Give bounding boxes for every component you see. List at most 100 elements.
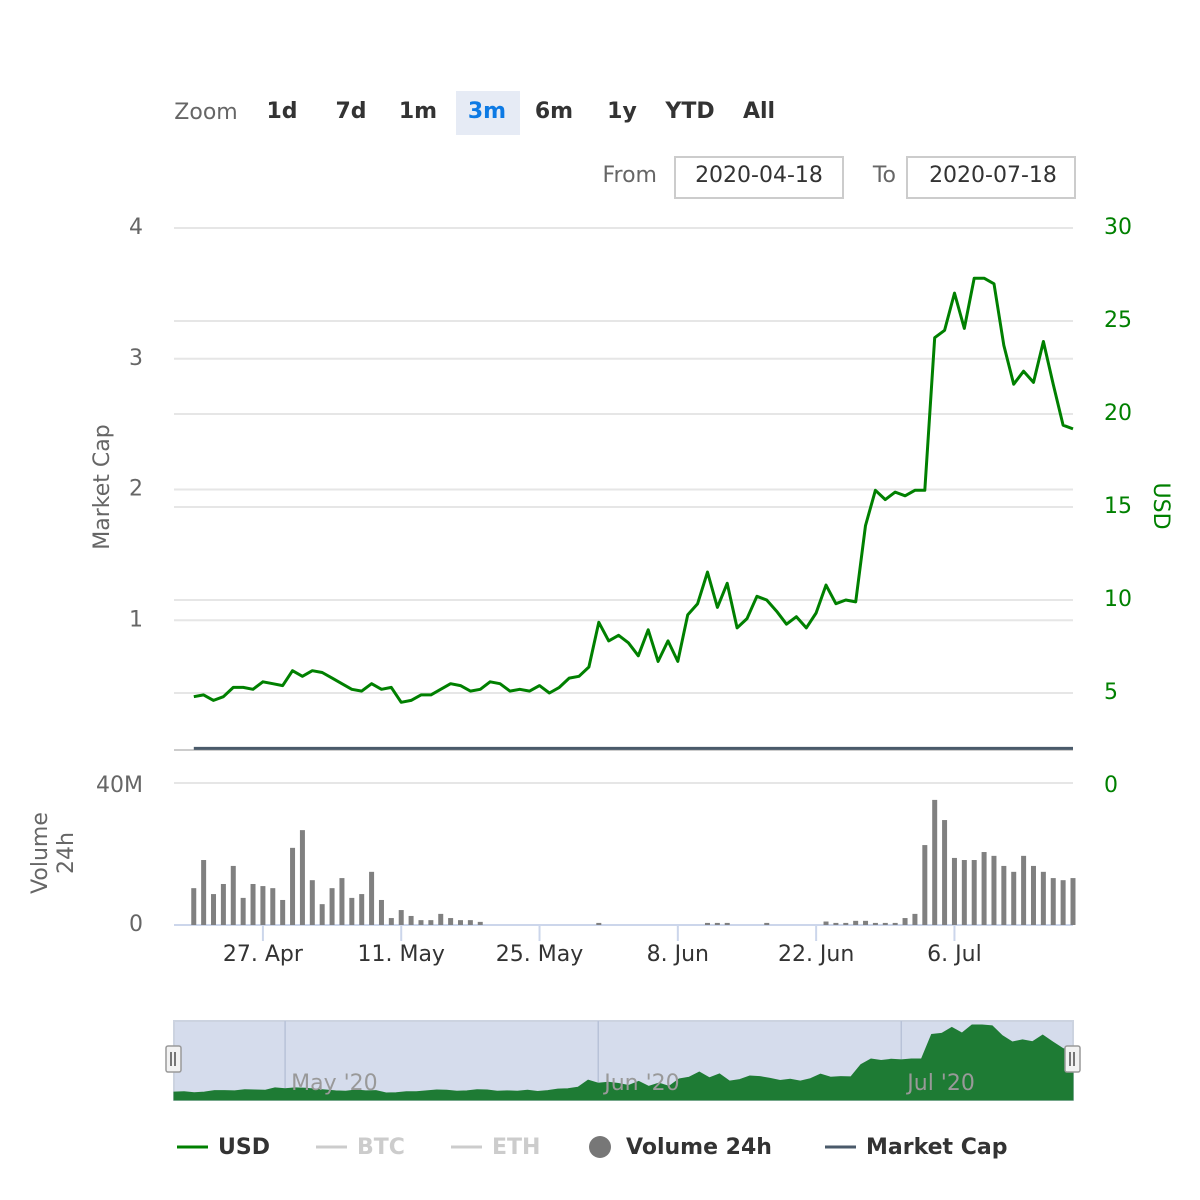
to-label: To	[872, 163, 896, 188]
y-tick-label: 1	[129, 607, 143, 632]
volume-bar	[1011, 871, 1017, 925]
y2-axis-title: USD	[1148, 482, 1173, 529]
zoom-button[interactable]: 1d	[266, 99, 297, 124]
x-tick-label: 25. May	[496, 942, 583, 967]
y3-tick-label: 40M	[96, 773, 143, 798]
volume-bar	[892, 922, 898, 925]
legend-label[interactable]: ETH	[492, 1135, 540, 1160]
volume-bar	[932, 799, 938, 925]
volume-bar	[872, 922, 878, 925]
zoom-button[interactable]: All	[743, 99, 775, 124]
zoom-label: Zoom	[174, 100, 237, 125]
y2-tick-label: 20	[1104, 401, 1132, 426]
volume-bar	[467, 920, 473, 925]
zoom-button[interactable]: 7d	[335, 99, 366, 124]
zoom-button[interactable]: 6m	[535, 99, 573, 124]
y3-axis-title-group: Volume 24h	[28, 812, 79, 894]
volume-bar	[1060, 880, 1066, 925]
volume-bar	[991, 855, 997, 925]
volume-bar	[1001, 865, 1007, 925]
y3-axis-title: Volume 24h	[28, 812, 79, 894]
volume-bar	[388, 918, 394, 925]
volume-bar	[981, 852, 987, 925]
volume-bar	[833, 922, 839, 925]
from-input[interactable]	[674, 156, 844, 199]
y-axis-title: Market Cap	[90, 424, 115, 549]
volume-bar	[369, 871, 375, 925]
y2-tick-label: 10	[1104, 587, 1132, 612]
volume-bar	[329, 888, 335, 925]
volume-bar	[912, 913, 918, 925]
x-tick-label: 8. Jun	[647, 942, 709, 967]
navigator-label: May '20	[291, 1071, 378, 1096]
volume-bar	[299, 830, 305, 925]
volume-bar	[1070, 878, 1076, 925]
volume-bar	[378, 899, 384, 925]
volume-bar	[319, 904, 325, 925]
y-tick-label: 4	[129, 215, 143, 240]
volume-bar	[1050, 878, 1056, 925]
volume-bar	[724, 922, 730, 925]
volume-bar	[240, 897, 246, 925]
legend-symbol[interactable]	[589, 1136, 611, 1158]
volume-bar	[448, 918, 454, 925]
navigator-handle[interactable]	[1064, 1045, 1081, 1073]
volume-bar	[309, 880, 315, 925]
volume-bar	[951, 857, 957, 925]
x-tick-label: 27. Apr	[223, 942, 304, 967]
navigator-handle[interactable]	[165, 1045, 182, 1073]
legend-label[interactable]: USD	[218, 1135, 270, 1160]
volume-bar	[260, 886, 266, 925]
volume-bar	[902, 918, 908, 925]
volume-bar	[398, 910, 404, 925]
to-value[interactable]: 2020-07-18	[929, 163, 1057, 188]
from-value[interactable]: 2020-04-18	[695, 163, 823, 188]
volume-bar	[704, 922, 710, 925]
zoom-button-selected-bg[interactable]	[456, 91, 520, 135]
from-label: From	[602, 163, 657, 188]
volume-bar	[359, 894, 365, 925]
volume-bar	[438, 913, 444, 925]
y3-tick-label: 0	[129, 912, 143, 937]
volume-bar	[942, 820, 948, 925]
y2-tick-label: 0	[1104, 773, 1118, 798]
navigator-area	[173, 1024, 1074, 1101]
volume-bar	[280, 899, 286, 925]
zoom-button[interactable]: YTD	[664, 99, 714, 124]
volume-bar	[1030, 865, 1036, 925]
zoom-button[interactable]: 3m	[468, 99, 506, 124]
y-tick-label: 3	[129, 346, 143, 371]
volume-bar	[230, 865, 236, 925]
x-tick-label: 11. May	[357, 942, 444, 967]
legend-label[interactable]: Volume 24h	[626, 1135, 772, 1160]
zoom-button[interactable]: 1y	[607, 99, 637, 124]
volume-bar	[408, 915, 414, 925]
navigator-label: Jul '20	[905, 1071, 975, 1096]
volume-bar	[843, 922, 849, 925]
volume-bar	[191, 888, 197, 925]
x-tick-label: 6. Jul	[927, 942, 982, 967]
volume-bar	[596, 922, 602, 925]
volume-bar	[1021, 855, 1027, 925]
volume-bar	[714, 922, 720, 925]
volume-bar	[971, 860, 977, 925]
x-tick-label: 22. Jun	[778, 942, 854, 967]
volume-bar	[823, 921, 829, 925]
volume-bar	[220, 883, 226, 925]
volume-bar	[201, 860, 207, 925]
legend-label[interactable]: Market Cap	[866, 1135, 1007, 1160]
volume-bar	[250, 883, 256, 925]
volume-bar	[961, 860, 967, 925]
volume-bar	[853, 920, 859, 925]
legend-label[interactable]: BTC	[357, 1135, 405, 1160]
volume-bar	[477, 921, 483, 925]
y3-axis-title-box: Volume 24h	[28, 812, 79, 894]
zoom-button[interactable]: 1m	[399, 99, 437, 124]
line-series	[193, 276, 1074, 704]
to-input[interactable]	[906, 156, 1076, 199]
y2-tick-label: 5	[1104, 680, 1118, 705]
volume-bar	[270, 888, 276, 925]
y2-tick-label: 15	[1104, 494, 1132, 519]
volume-bar	[882, 922, 888, 925]
